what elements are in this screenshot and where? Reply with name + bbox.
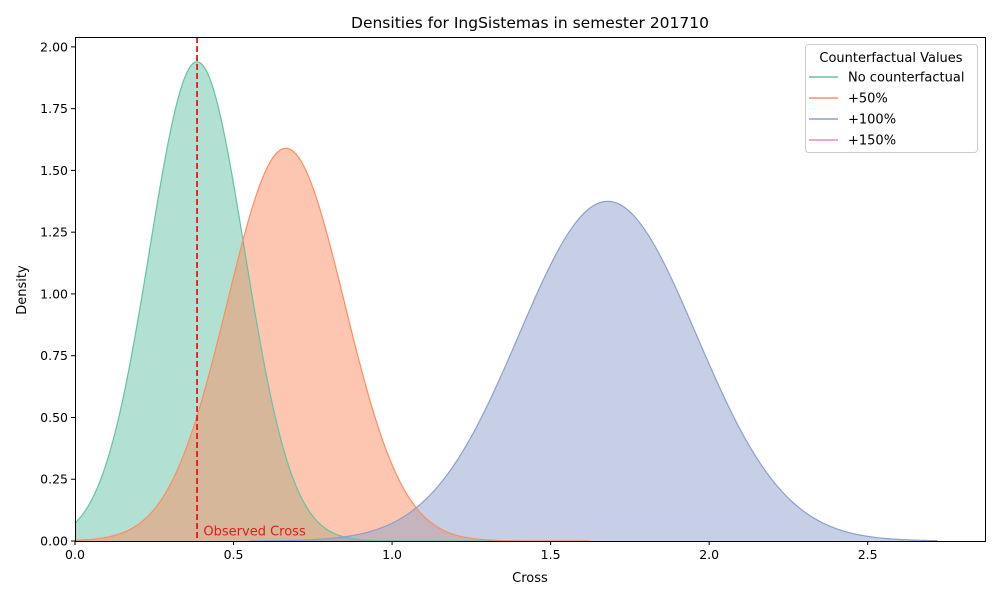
annotations: Observed Cross	[196, 37, 306, 541]
legend-label: +50%	[848, 92, 888, 107]
density-areas	[75, 61, 938, 542]
density-area-50	[75, 148, 589, 541]
x-tick-label: 0.5	[224, 547, 244, 562]
y-axis-label: Density	[15, 265, 30, 315]
y-tick-label: 0.00	[40, 534, 68, 549]
y-axis-ticks: 0.00 0.25 0.50 0.75 1.00 1.25 1.50 1.75 2.00	[40, 39, 75, 549]
density-line-50	[74, 147, 589, 542]
x-tick-label: 0.0	[65, 547, 85, 562]
x-tick-label: 2.0	[699, 547, 719, 562]
legend-label: No counterfactual	[848, 71, 964, 86]
y-tick-label: 1.25	[40, 225, 68, 240]
y-tick-label: 1.75	[40, 101, 68, 116]
x-axis-label: Cross	[512, 571, 548, 586]
legend-box	[805, 44, 978, 153]
y-tick-label: 2.00	[40, 39, 68, 54]
legend-label: +100%	[848, 113, 896, 128]
x-axis-ticks: 0.0 0.5 1.0 1.5 2.0 2.5	[65, 541, 878, 562]
density-area-100	[249, 201, 938, 542]
y-tick-label: 1.50	[40, 163, 68, 178]
y-tick-label: 0.25	[40, 472, 68, 487]
x-tick-label: 1.0	[382, 547, 402, 562]
legend-label: +150%	[848, 134, 896, 149]
y-tick-label: 0.50	[40, 410, 68, 425]
legend-title: Counterfactual Values	[819, 51, 962, 66]
x-tick-label: 2.5	[858, 547, 878, 562]
legend: Counterfactual Values No counterfactual +…	[805, 44, 978, 153]
y-tick-label: 0.75	[40, 348, 68, 363]
y-tick-label: 1.00	[40, 286, 68, 301]
x-tick-label: 1.5	[541, 547, 561, 562]
density-area-no-counterfactual	[75, 61, 504, 542]
chart-title: Densities for IngSistemas in semester 20…	[351, 14, 709, 32]
density-line-100	[249, 200, 938, 542]
plot-frame	[75, 37, 986, 542]
legend-items: No counterfactual +50% +100% +150%	[809, 71, 964, 149]
observed-cross-label: Observed Cross	[203, 524, 306, 539]
